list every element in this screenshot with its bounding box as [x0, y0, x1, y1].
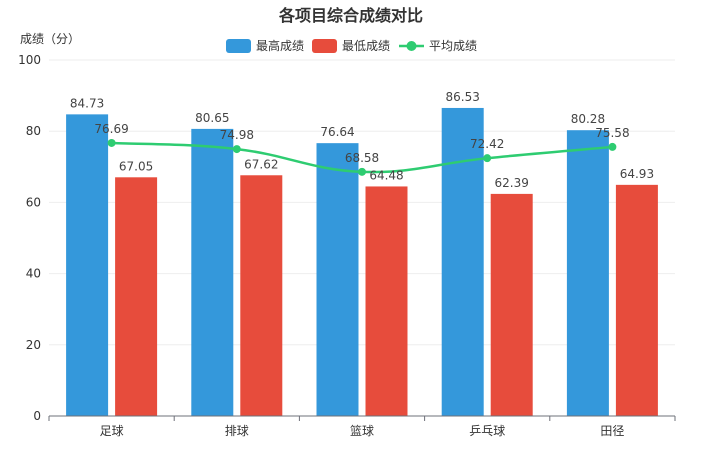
average-point: [107, 138, 116, 147]
bar-max: [566, 130, 609, 417]
line-data-label: 72.42: [470, 137, 504, 151]
bar-min: [490, 193, 533, 416]
chart-title: 各项目综合成绩对比: [278, 6, 423, 25]
average-line-group: [107, 138, 617, 176]
bar-data-label: 67.05: [119, 159, 153, 173]
legend-marker: [406, 41, 417, 51]
line-data-label: 68.58: [345, 151, 379, 165]
average-point: [483, 154, 492, 163]
y-axis-ticks: 0 20 40 60 80 100: [18, 53, 41, 423]
legend-item[interactable]: 最高成绩: [226, 38, 304, 53]
bar-data-label: 67.62: [244, 157, 278, 171]
bar-max: [191, 128, 234, 417]
bar-min: [615, 184, 658, 416]
legend-label: 平均成绩: [429, 39, 477, 53]
bars-group: [66, 107, 658, 417]
y-tick-label: 100: [18, 53, 41, 67]
bar-data-label: 84.73: [70, 96, 104, 110]
bar-data-label: 86.53: [446, 90, 480, 104]
bar-data-label: 62.39: [495, 176, 529, 190]
x-tick-label: 排球: [225, 424, 249, 438]
bar-min: [115, 177, 158, 416]
legend-label: 最高成绩: [256, 38, 304, 53]
y-tick-label: 0: [33, 409, 41, 423]
y-axis-label: 成绩（分）: [20, 32, 80, 46]
bar-max: [441, 107, 484, 417]
legend[interactable]: 最高成绩 最低成绩 平均成绩: [226, 38, 477, 53]
y-tick-label: 40: [26, 267, 41, 281]
x-tick-label: 篮球: [350, 423, 374, 438]
bar-data-label: 76.64: [320, 125, 354, 139]
bar-data-label: 64.93: [620, 167, 654, 181]
bar-data-label: 80.65: [195, 111, 229, 125]
line-data-label: 75.58: [595, 126, 629, 140]
average-point: [232, 145, 241, 154]
y-tick-label: 80: [26, 124, 41, 138]
y-tick-label: 60: [26, 195, 41, 209]
bar-max: [316, 143, 359, 416]
line-data-label: 74.98: [220, 128, 254, 142]
x-tick-label: 乒乓球: [469, 424, 505, 438]
bar-min: [240, 175, 283, 416]
bar-data-label: 80.28: [571, 112, 605, 126]
data-labels: 84.73 80.65 76.64 86.53 80.28 67.05 67.62 64.48…: [70, 90, 654, 190]
average-point: [358, 167, 366, 176]
x-tick-label: 田径: [600, 424, 624, 438]
legend-item[interactable]: 平均成绩: [399, 39, 477, 53]
bar-max: [66, 114, 109, 416]
bar-min: [365, 186, 408, 416]
legend-item[interactable]: 最低成绩: [312, 39, 390, 53]
x-tick-label: 足球: [100, 424, 124, 438]
legend-swatch: [226, 39, 251, 53]
average-point: [608, 142, 617, 151]
legend-label: 最低成绩: [342, 39, 390, 53]
bar-data-label: 64.48: [369, 168, 403, 182]
x-axis: 足球 排球 篮球 乒乓球 田径: [48, 415, 676, 438]
line-data-label: 76.69: [94, 122, 128, 136]
legend-swatch: [312, 39, 337, 53]
y-tick-label: 20: [26, 338, 41, 352]
